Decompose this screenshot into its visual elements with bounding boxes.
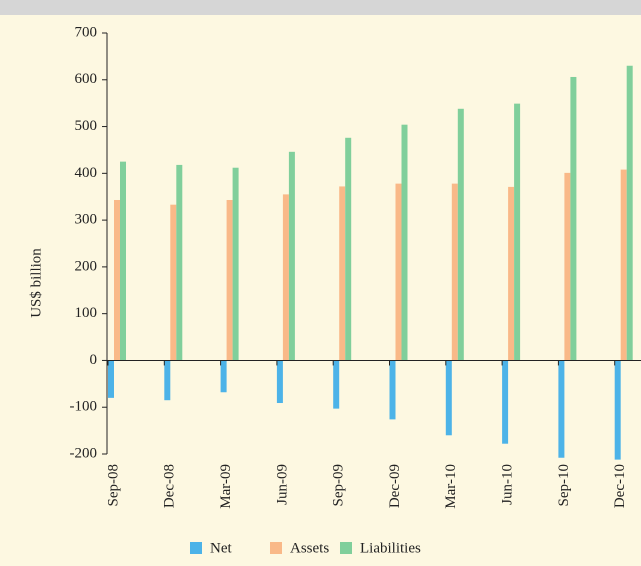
bar <box>570 76 577 361</box>
y-tick-label: 600 <box>75 71 98 87</box>
x-tick-label: Jun-10 <box>500 464 516 505</box>
bar <box>288 151 295 361</box>
y-tick-label: 0 <box>90 352 98 368</box>
bar <box>176 164 183 361</box>
y-tick-label: 200 <box>75 258 98 274</box>
bar <box>389 360 396 420</box>
bar <box>514 103 521 361</box>
x-tick-label: Sep-08 <box>105 464 121 507</box>
bar <box>232 167 239 361</box>
legend-label: Liabilities <box>360 540 421 556</box>
bar <box>614 360 621 460</box>
x-tick-label: Dec-09 <box>387 464 403 508</box>
bar <box>620 169 627 361</box>
bar <box>226 199 233 361</box>
bar <box>451 183 458 361</box>
x-tick-label: Dec-10 <box>612 464 628 508</box>
y-tick-label: 700 <box>75 24 98 40</box>
x-tick-label: Mar-10 <box>443 464 459 509</box>
legend-label: Assets <box>290 540 329 556</box>
bar <box>345 137 352 361</box>
x-tick-label: Jun-09 <box>274 464 290 505</box>
bar <box>339 186 346 361</box>
bar <box>120 161 126 361</box>
banner <box>0 0 641 15</box>
bar <box>220 360 227 393</box>
legend-label: Net <box>210 540 232 556</box>
bar <box>564 172 571 361</box>
y-axis-label: US$ billion <box>28 248 44 318</box>
bar <box>502 360 509 444</box>
y-tick-label: 400 <box>75 165 98 181</box>
legend-swatch <box>270 542 282 554</box>
y-tick-label: -200 <box>70 445 98 461</box>
legend-swatch <box>190 542 202 554</box>
bar <box>114 199 120 361</box>
y-tick-label: 100 <box>75 305 98 321</box>
bar <box>164 360 171 401</box>
bar <box>395 183 402 361</box>
y-tick-label: 500 <box>75 118 98 134</box>
legend-swatch <box>340 542 352 554</box>
bar <box>170 204 177 361</box>
x-tick-label: Dec-08 <box>162 464 178 508</box>
x-tick-label: Sep-09 <box>331 464 347 507</box>
bar <box>626 65 633 361</box>
bar <box>457 108 464 361</box>
bar <box>508 186 515 361</box>
bar <box>108 360 114 398</box>
bar <box>558 360 565 458</box>
bar <box>401 124 408 361</box>
bar <box>282 194 289 361</box>
x-tick-label: Sep-10 <box>556 464 572 507</box>
y-tick-label: -100 <box>70 399 98 415</box>
bar <box>445 360 452 436</box>
bar <box>276 360 283 404</box>
bar <box>333 360 340 409</box>
x-tick-label: Mar-09 <box>218 464 234 509</box>
y-tick-label: 300 <box>75 212 98 228</box>
